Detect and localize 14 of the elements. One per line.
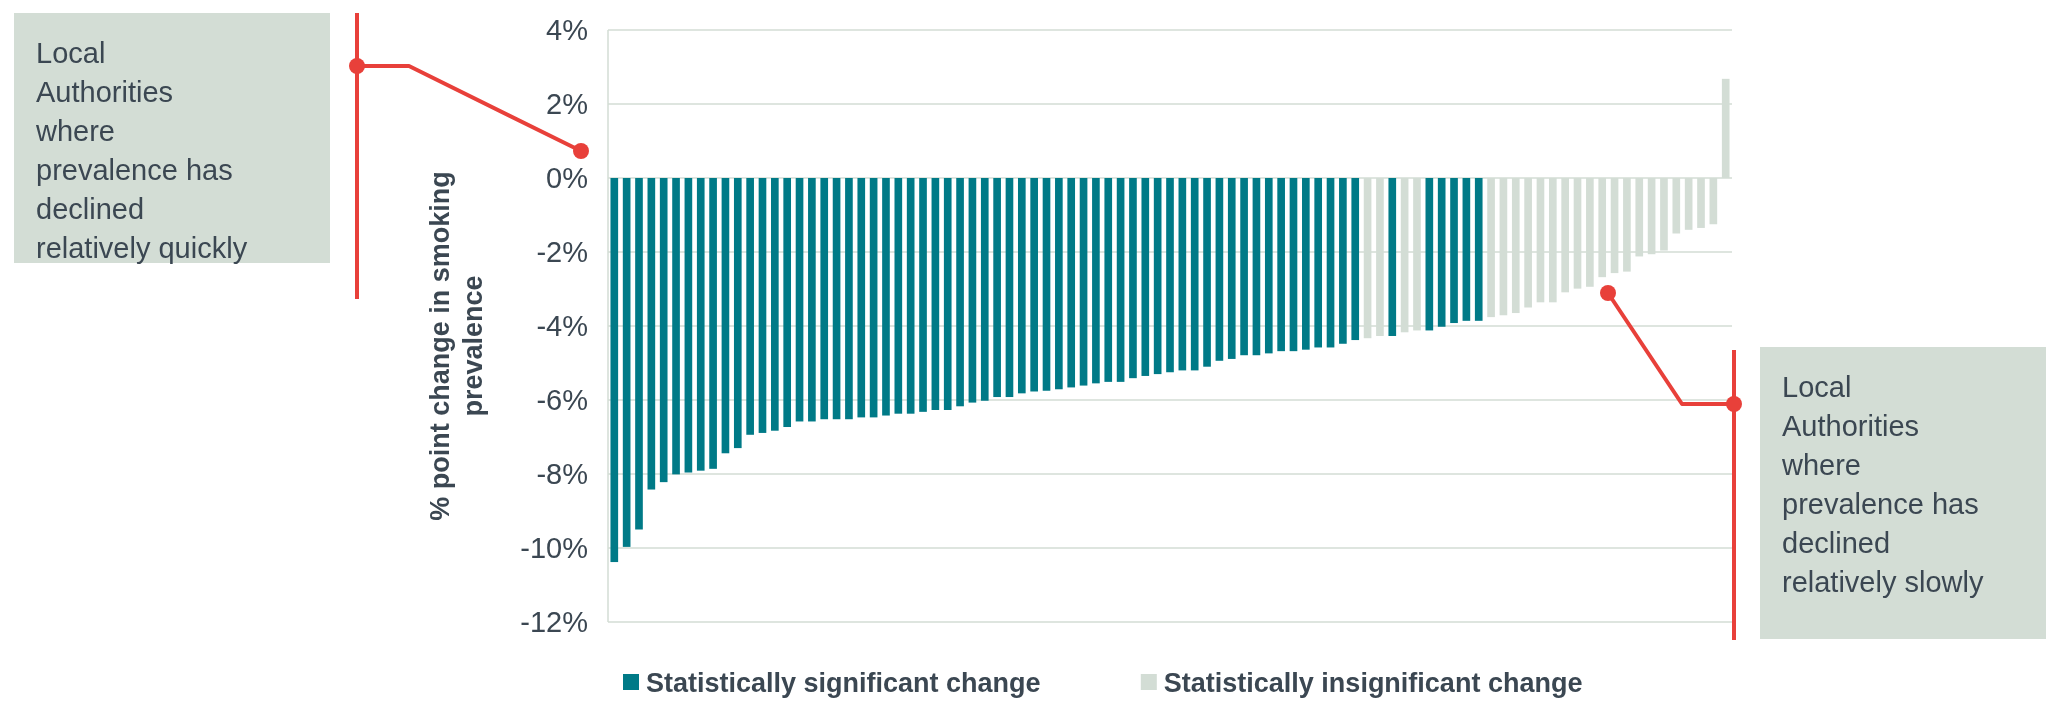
- y-tick-label: -10%: [520, 532, 588, 565]
- y-tick-label: 4%: [546, 14, 588, 47]
- y-tick-label: 0%: [546, 162, 588, 195]
- y-tick-label: -8%: [536, 458, 588, 491]
- text: Local Authorities where prevalence has declined relatively quickly: [35, 37, 248, 264]
- legend-label: Statistically insignificant change: [1163, 668, 1583, 699]
- y-tick-label: 2%: [546, 88, 588, 121]
- y-tick-label: -2%: [536, 236, 588, 269]
- y-tick-label: -6%: [536, 384, 588, 417]
- y-tick-label: -4%: [536, 310, 588, 343]
- text: Local Authorities where prevalence has declined relatively slowly: [1781, 371, 1984, 598]
- y-axis-title: % point change in smoking prevalence: [425, 171, 488, 521]
- legend-label: Statistically significant change: [646, 668, 1041, 699]
- y-tick-label: -12%: [520, 606, 588, 639]
